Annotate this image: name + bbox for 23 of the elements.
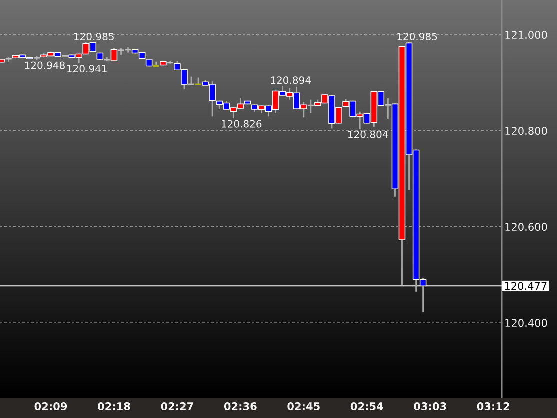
- annotation: 120.804: [348, 130, 388, 138]
- y-tick-label: 121.000: [506, 31, 548, 40]
- x-tick-label: 02:18: [98, 402, 130, 410]
- y-tick-label: 120.600: [506, 223, 548, 232]
- ref-line-label: 120.477: [505, 282, 547, 290]
- candlestick: [384, 98, 392, 120]
- annotation: 120.826: [222, 120, 262, 128]
- candlestick: [307, 99, 315, 114]
- annotation: 120.985: [74, 32, 114, 41]
- annotation: 120.894: [271, 76, 311, 84]
- x-tick-label: 02:27: [161, 402, 194, 410]
- y-tick-label: 120.800: [506, 127, 548, 136]
- x-tick-label: 02:09: [34, 402, 68, 410]
- annotation: 120.941: [68, 65, 107, 73]
- x-tick-label: 03:03: [414, 402, 446, 410]
- x-tick-label: 02:45: [288, 402, 320, 410]
- x-tick-label: 03:12: [477, 402, 510, 410]
- annotation: 120.985: [398, 32, 438, 41]
- x-tick-label: 02:54: [350, 402, 384, 410]
- annotation: 120.948: [25, 62, 65, 70]
- y-tick-label: 120.400: [506, 319, 548, 328]
- x-tick-label: 02:36: [224, 402, 257, 410]
- candlestick: [110, 48, 118, 62]
